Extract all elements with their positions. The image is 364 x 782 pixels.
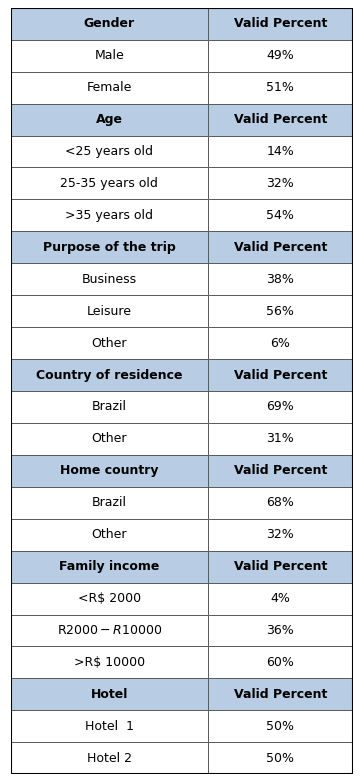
Text: 56%: 56% [266,305,294,317]
Bar [207,678,353,710]
Bar [11,615,207,647]
Text: Country of residence: Country of residence [36,368,182,382]
Bar [207,647,353,679]
Text: Other: Other [91,432,127,446]
Bar [11,551,207,583]
Bar [207,135,353,167]
Text: Other: Other [91,336,127,350]
Text: <R$ 2000: <R$ 2000 [78,592,141,605]
Bar [11,8,207,40]
Bar [207,583,353,615]
Bar [207,710,353,742]
Text: Gender: Gender [84,17,135,30]
Text: Hotel 2: Hotel 2 [87,752,132,765]
Bar [11,423,207,455]
Bar [207,167,353,199]
Bar [11,167,207,199]
Text: 68%: 68% [266,497,294,509]
Text: Leisure: Leisure [87,305,132,317]
Bar [11,40,207,72]
Text: Valid Percent: Valid Percent [234,368,327,382]
Bar [207,40,353,72]
Text: Home country: Home country [60,465,159,477]
Bar [207,615,353,647]
Text: R$ 2000 - R$10000: R$ 2000 - R$10000 [56,624,162,637]
Text: 14%: 14% [266,145,294,158]
Text: Hotel: Hotel [91,688,128,701]
Bar [11,359,207,391]
Bar [11,231,207,264]
Bar [11,455,207,486]
Text: 6%: 6% [270,336,290,350]
Text: 49%: 49% [266,49,294,63]
Bar [11,486,207,518]
Bar [207,296,353,327]
Text: 36%: 36% [266,624,294,637]
Text: 32%: 32% [266,528,294,541]
Bar [11,72,207,103]
Bar [207,8,353,40]
Text: Age: Age [96,113,123,126]
Text: 4%: 4% [270,592,290,605]
Text: 32%: 32% [266,177,294,190]
Bar [11,583,207,615]
Bar [207,391,353,423]
Text: Female: Female [87,81,132,94]
Bar [11,327,207,359]
Text: Male: Male [94,49,124,63]
Bar [207,742,353,774]
Bar [11,518,207,551]
Bar [11,710,207,742]
Text: Valid Percent: Valid Percent [234,241,327,254]
Bar [207,327,353,359]
Bar [207,103,353,135]
Text: Family income: Family income [59,560,159,573]
Bar [207,199,353,231]
Text: Other: Other [91,528,127,541]
Bar [11,391,207,423]
Bar [207,423,353,455]
Text: 60%: 60% [266,656,294,669]
Bar [207,231,353,264]
Text: <25 years old: <25 years old [65,145,153,158]
Text: Valid Percent: Valid Percent [234,17,327,30]
Bar [207,359,353,391]
Bar [207,551,353,583]
Bar [207,264,353,296]
Bar [11,742,207,774]
Text: 69%: 69% [266,400,294,414]
Text: Purpose of the trip: Purpose of the trip [43,241,176,254]
Text: 51%: 51% [266,81,294,94]
Bar [11,135,207,167]
Text: >R$ 10000: >R$ 10000 [74,656,145,669]
Bar [11,103,207,135]
Text: Business: Business [82,273,137,285]
Bar [11,264,207,296]
Bar [207,72,353,103]
Bar [11,296,207,327]
Bar [11,678,207,710]
Text: 25-35 years old: 25-35 years old [60,177,158,190]
Bar [207,486,353,518]
Text: >35 years old: >35 years old [65,209,153,222]
Text: Brazil: Brazil [92,497,127,509]
Text: Valid Percent: Valid Percent [234,688,327,701]
Text: 50%: 50% [266,719,294,733]
Text: 50%: 50% [266,752,294,765]
Text: 31%: 31% [266,432,294,446]
Text: Valid Percent: Valid Percent [234,465,327,477]
Bar [207,455,353,486]
Text: 54%: 54% [266,209,294,222]
Text: 38%: 38% [266,273,294,285]
Text: Brazil: Brazil [92,400,127,414]
Bar [207,518,353,551]
Text: Hotel  1: Hotel 1 [85,719,134,733]
Text: Valid Percent: Valid Percent [234,560,327,573]
Bar [11,199,207,231]
Bar [11,647,207,679]
Text: Valid Percent: Valid Percent [234,113,327,126]
